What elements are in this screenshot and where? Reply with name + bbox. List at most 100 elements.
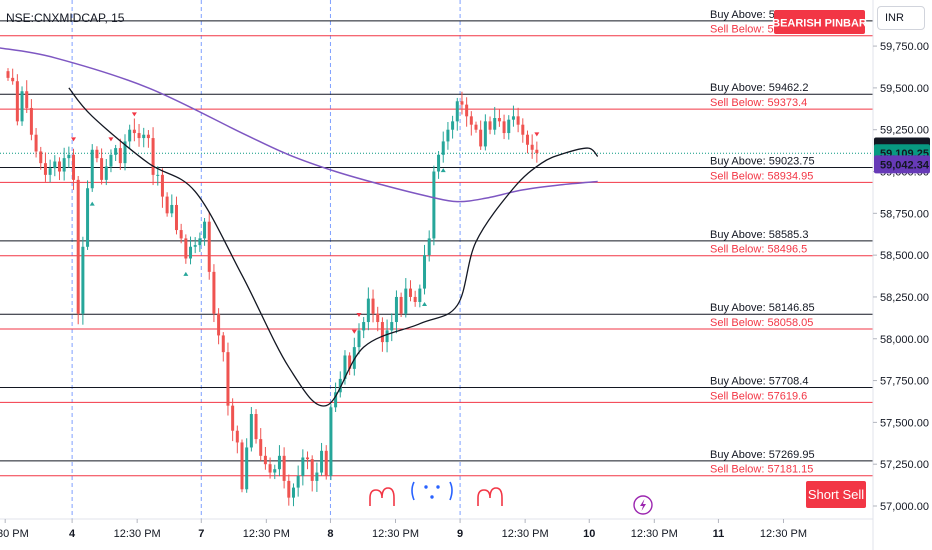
buy-signal-marker [422, 301, 428, 306]
candle-body [160, 174, 164, 197]
candle-body [43, 163, 47, 175]
candle-body [394, 296, 398, 323]
candle-body [29, 107, 33, 135]
candle-body [301, 457, 305, 476]
price-label-bg [874, 155, 930, 174]
sell-level-label: Sell Below: 59373.4 [710, 97, 807, 109]
candle-body [137, 133, 141, 139]
candle-body [34, 134, 38, 152]
candle-body [343, 355, 347, 379]
short-sell-label: Short Sell [808, 487, 864, 502]
price-axis[interactable]: 57,000.00 57,250.00 57,500.00 57,750.00 58,0… [873, 41, 929, 513]
candle-body [535, 149, 539, 154]
ma-fast-line [68, 87, 599, 407]
candle-body [90, 149, 94, 189]
candle-body [184, 238, 188, 259]
candle-body [366, 298, 370, 323]
candles [6, 68, 539, 507]
bearish-pinbar-label: BEARISH PINBAR [772, 18, 867, 30]
candle-body [469, 116, 473, 125]
fractal-icon [411, 481, 453, 501]
candle-body [320, 450, 324, 473]
y-tick-label: 57,000.00 [880, 501, 929, 513]
flash-icon[interactable] [633, 495, 653, 515]
currency-selector[interactable]: INR [877, 6, 925, 30]
candle-body [329, 407, 333, 476]
candle-body [39, 151, 43, 164]
candle-body [118, 148, 122, 164]
sell-signal-marker [108, 137, 114, 142]
sell-level-label: Sell Below: 57619.6 [710, 390, 807, 402]
short-sell-badge: Short Sell [806, 481, 866, 508]
candle-body [408, 288, 412, 297]
candle-body [338, 378, 342, 393]
candle-body [460, 101, 464, 105]
candle-body [259, 439, 263, 456]
candle-body [189, 246, 193, 259]
candle-body [156, 174, 160, 176]
sell-level-label: Sell Below: 58058.05 [710, 317, 813, 329]
candle-body [324, 450, 328, 476]
x-tick-label: 12:30 PM [760, 528, 807, 540]
bearish-arrow-icon [477, 487, 503, 506]
candle-body [404, 288, 408, 314]
buy-level-label: Buy Above: 58585.3 [710, 229, 808, 241]
candle-body [413, 296, 417, 302]
candle-body [11, 77, 15, 82]
x-tick-label: 12:30 PM [372, 528, 419, 540]
candle-body [376, 313, 380, 323]
candle-body [530, 144, 534, 150]
y-tick-label: 58,000.00 [880, 334, 929, 346]
short-sell-badge-bg [806, 481, 866, 508]
x-tick-label: 11 [713, 528, 725, 540]
candle-body [352, 347, 356, 369]
candle-body [245, 447, 249, 490]
candle-body [268, 464, 272, 473]
x-tick-label: 12:30 PM [243, 528, 290, 540]
time-axis[interactable]: 12:30 PM 4 12:30 PM 7 12:30 PM 8 12:30 PM 9 12:3… [0, 519, 807, 540]
candle-body [334, 392, 338, 408]
candle-body [483, 121, 487, 147]
candle-body [53, 161, 57, 169]
buy-level-label: Buy Above: 57269.95 [710, 449, 815, 461]
plot-area[interactable] [0, 0, 873, 519]
candle-body [254, 414, 258, 440]
candle-body [193, 245, 197, 247]
y-tick-label: 57,500.00 [880, 417, 929, 429]
candle-body [95, 149, 99, 159]
candle-body [263, 455, 267, 465]
y-tick-label: 58,500.00 [880, 250, 929, 262]
candle-body [123, 141, 127, 164]
candle-body [81, 246, 85, 314]
buy-signal-marker [183, 271, 189, 276]
candle-body [109, 154, 113, 167]
candle-body [348, 355, 352, 369]
buy-level-label: Buy Above: 57708.4 [710, 376, 808, 388]
candle-body [67, 154, 71, 159]
candle-body [76, 179, 80, 314]
candle-body [277, 455, 281, 470]
candle-body [479, 129, 483, 147]
candle-body [427, 238, 431, 256]
candle-body [179, 230, 183, 239]
buy-signal-marker [89, 201, 95, 206]
candle-body [203, 221, 207, 239]
y-tick-label: 59,250.00 [880, 125, 929, 137]
bearish-arrow-icon [369, 487, 395, 506]
candle-body [488, 121, 492, 130]
candle-body [100, 158, 104, 180]
x-tick-label: 9 [457, 528, 463, 540]
candle-body [423, 255, 427, 289]
x-tick-label: 12:30 PM [114, 528, 161, 540]
candle-body [371, 298, 375, 314]
candle-body [151, 138, 155, 175]
x-tick-label: 7 [198, 528, 204, 540]
candle-body [390, 322, 394, 331]
sell-level-label: Sell Below: 58934.95 [710, 170, 813, 182]
candle-body [235, 430, 239, 443]
bearish-pinbar-badge-bg [774, 10, 865, 34]
signal-markers [71, 112, 540, 334]
candle-body [451, 121, 455, 130]
